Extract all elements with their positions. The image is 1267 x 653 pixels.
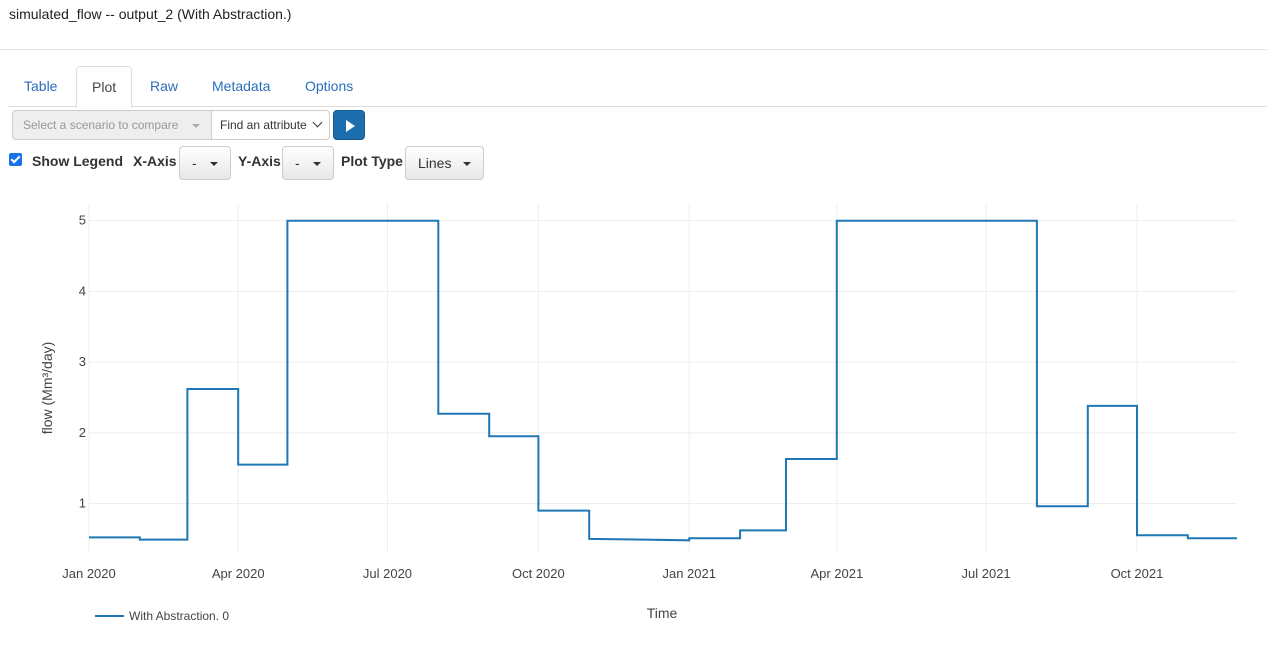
x-tick-label: Oct 2021 [1111,566,1164,581]
xaxis-dropdown[interactable]: - [179,146,231,180]
plot-type-label: Plot Type [341,153,403,169]
x-axis-ticks: Jan 2020 Apr 2020 Jul 2020 Oct 2020 Jan 2021… [62,566,1163,581]
play-icon [346,120,355,132]
y-axis-ticks: 1 2 3 4 5 [79,213,86,511]
tab-metadata[interactable]: Metadata [212,78,271,94]
scenario-select[interactable]: Select a scenario to compare [12,110,212,140]
xaxis-label: X-Axis [133,153,177,169]
yaxis-dropdown[interactable]: - [282,146,334,180]
page-title: simulated_flow -- output_2 (With Abstrac… [9,6,292,22]
tab-options[interactable]: Options [305,78,354,94]
scenario-select-placeholder: Select a scenario to compare [23,118,179,132]
plot-type-dropdown[interactable]: Lines [405,146,484,180]
y-tick-label: 3 [79,354,86,369]
x-tick-label: Jul 2020 [363,566,412,581]
tab-plot[interactable]: Plot [76,66,133,108]
attribute-select[interactable]: Find an attribute [211,110,330,140]
caret-down-icon [313,162,321,166]
run-compare-button[interactable] [333,110,365,140]
legend[interactable]: With Abstraction. 0 [95,609,229,623]
x-tick-label: Apr 2020 [212,566,265,581]
show-legend-label: Show Legend [32,153,123,169]
show-legend-checkbox[interactable] [9,153,22,166]
x-tick-label: Jul 2021 [962,566,1011,581]
caret-down-icon [192,124,200,128]
series-line [89,219,1237,542]
grid [88,203,1237,553]
xaxis-dropdown-value: - [192,155,197,171]
plot-type-dropdown-value: Lines [418,155,452,171]
caret-down-icon [210,162,218,166]
y-tick-label: 4 [79,283,86,298]
y-axis-label: flow (Mm³/day) [39,342,55,435]
y-tick-label: 1 [79,496,86,511]
y-tick-label: 2 [79,425,86,440]
plot-options-bar: Show Legend X-Axis - Y-Axis - Plot Type … [9,146,609,180]
tab-table[interactable]: Table [24,78,58,94]
x-tick-label: Oct 2020 [512,566,565,581]
title-bar: simulated_flow -- output_2 (With Abstrac… [0,0,1267,50]
caret-down-icon [463,162,471,166]
tab-bar: Table Plot Raw Metadata Options [9,66,1267,108]
yaxis-label: Y-Axis [238,153,281,169]
chevron-down-icon [312,117,323,128]
yaxis-dropdown-value: - [295,155,300,171]
tab-raw[interactable]: Raw [150,78,179,94]
x-tick-label: Jan 2020 [62,566,116,581]
y-tick-label: 5 [79,213,86,228]
legend-entry: With Abstraction. 0 [129,609,229,623]
x-tick-label: Jan 2021 [662,566,716,581]
x-tick-label: Apr 2021 [810,566,863,581]
attribute-select-label: Find an attribute [220,118,307,132]
x-axis-label: Time [647,605,678,621]
